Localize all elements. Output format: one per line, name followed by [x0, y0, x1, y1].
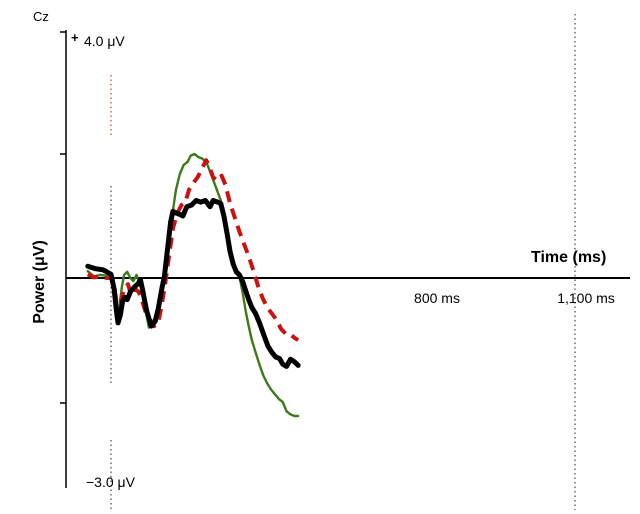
x-tick-label-800: 800 ms [414, 290, 460, 306]
electrode-label: Cz [33, 9, 49, 24]
series-layer [85, 152, 301, 418]
ymax-label: 4.0 μV [84, 33, 125, 49]
series-line-2 [86, 158, 300, 342]
ymin-label: −3.0 μV [86, 474, 136, 490]
x-axis-title: Time (ms) [531, 249, 606, 266]
y-axis-title: Power (μV) [31, 240, 48, 324]
series-line-1 [86, 152, 300, 418]
x-tick-label-1100: 1,100 ms [557, 290, 615, 306]
polarity-sign: + [71, 30, 79, 45]
series-line-0 [85, 198, 301, 369]
